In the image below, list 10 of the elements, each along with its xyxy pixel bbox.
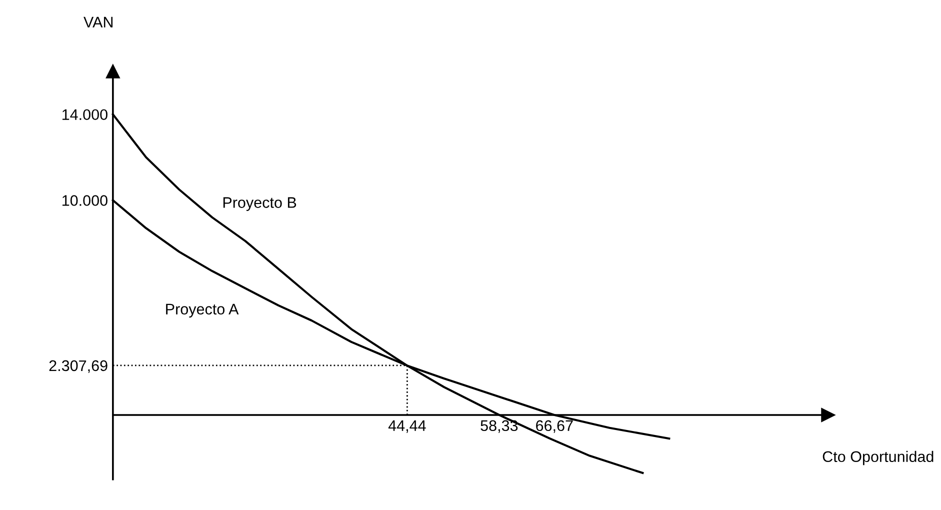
y-tick-label: 2.307,69 <box>49 360 108 373</box>
x-tick-label: 66,67 <box>536 420 573 433</box>
y-tick-label: 14.000 <box>62 109 108 120</box>
series-label: Proyecto A <box>166 304 239 318</box>
x-tick-label: 58,33 <box>480 420 518 433</box>
series-label: Proyecto B <box>223 197 296 211</box>
y-axis-title: VAN <box>84 16 113 28</box>
y-tick-label: 10.000 <box>62 195 108 206</box>
x-axis-title: Cto Oportunidad <box>822 450 934 466</box>
x-tick-label: 44,44 <box>388 420 426 433</box>
